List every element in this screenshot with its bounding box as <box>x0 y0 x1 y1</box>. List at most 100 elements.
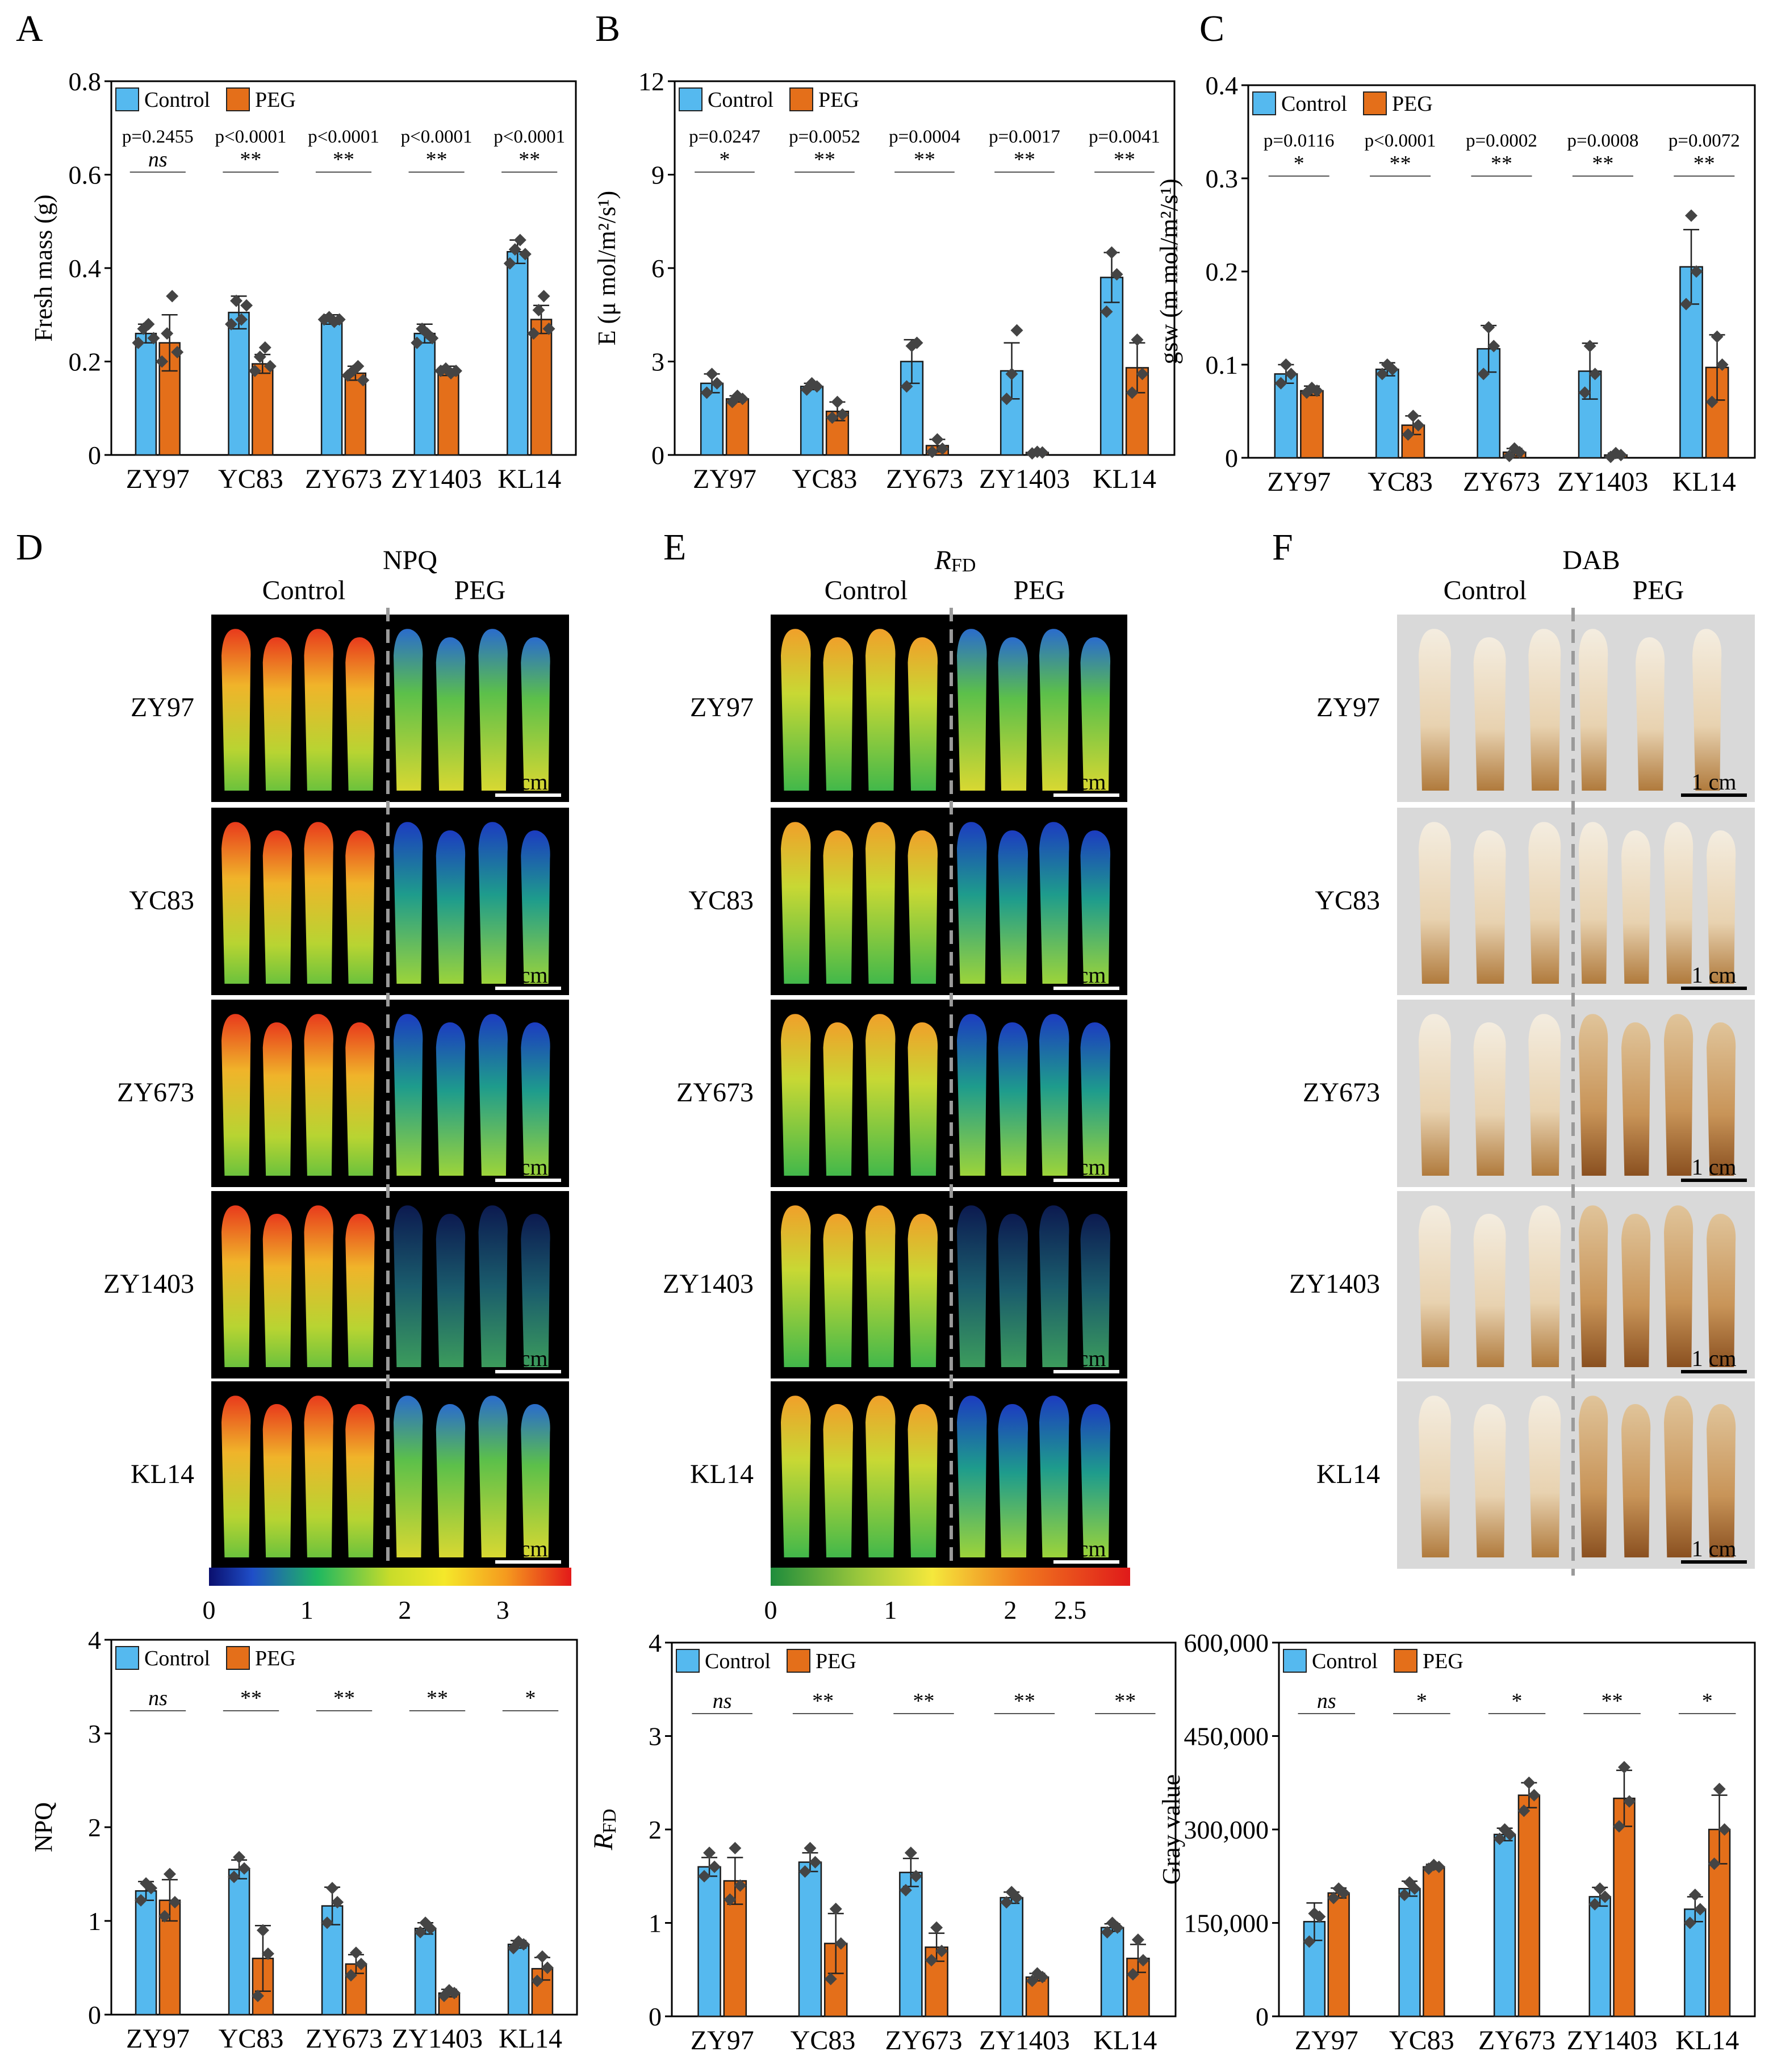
x-tick-label: YC83 <box>219 2024 284 2054</box>
legend-swatch-peg <box>1394 1649 1417 1673</box>
bar-control <box>135 332 157 456</box>
leaf-peg <box>998 830 1028 984</box>
bar-control <box>1493 1833 1516 2017</box>
y-tick-label: 12 <box>638 67 664 96</box>
x-tick-label: KL14 <box>1672 467 1736 497</box>
data-point-control <box>810 380 823 393</box>
data-point-peg <box>156 355 169 368</box>
leaf-control <box>304 1396 333 1557</box>
significance-label: ** <box>914 148 935 172</box>
data-point-control <box>331 1896 344 1908</box>
scale-bar-label: 1cm <box>1067 769 1106 795</box>
y-tick-label: 450,000 <box>1184 1722 1269 1751</box>
leaf-control <box>262 1213 292 1367</box>
leaf-peg <box>1039 629 1069 791</box>
p-value-label: p=0.0017 <box>989 127 1060 147</box>
bar-control <box>697 1866 721 2017</box>
data-point-peg <box>532 304 545 317</box>
leaf-control <box>1528 1014 1561 1176</box>
data-point-peg <box>734 1879 747 1892</box>
leaf-control <box>908 830 938 984</box>
scale-bar-label: 1cm <box>509 1536 548 1561</box>
colorbar-tick-label: 2 <box>398 1595 411 1624</box>
x-tick-label: ZY673 <box>1463 467 1540 497</box>
leaf-control <box>1473 830 1506 984</box>
x-tick-label: ZY97 <box>126 464 190 494</box>
colorbar-gradient <box>771 1568 1130 1586</box>
significance-label: ** <box>913 1689 935 1713</box>
data-point-peg <box>1711 330 1724 343</box>
data-point-control <box>1599 1890 1612 1903</box>
legend-swatch-control <box>115 1646 139 1670</box>
data-point-control <box>326 1882 339 1895</box>
data-point-control <box>809 1856 822 1869</box>
leaf-control <box>221 629 251 791</box>
data-point-peg <box>1523 1776 1536 1789</box>
leaf-peg <box>478 1396 508 1557</box>
significance-label: ** <box>1014 148 1035 172</box>
data-point-control <box>1105 246 1118 259</box>
legend-label-control: Control <box>144 1647 210 1670</box>
y-tick-label: 9 <box>651 161 664 190</box>
y-tick-label: 0 <box>649 2002 662 2031</box>
row-label: KL14 <box>131 1459 194 1489</box>
data-point-peg <box>171 346 184 359</box>
significance-label: ** <box>812 1689 834 1713</box>
row-label: YC83 <box>129 885 194 916</box>
data-point-peg <box>834 1937 847 1950</box>
leaf-peg <box>998 1403 1028 1557</box>
leaf-control <box>1419 1205 1451 1367</box>
data-point-control <box>1303 1935 1316 1948</box>
y-tick-label: 0 <box>1225 444 1238 473</box>
colorbar-tick-label: 2 <box>1004 1595 1017 1624</box>
leaf-control <box>865 1205 896 1367</box>
data-point-control <box>233 1850 246 1864</box>
leaf-control <box>1419 1396 1451 1557</box>
data-point-control <box>230 294 243 307</box>
significance-label: ** <box>240 1686 262 1710</box>
data-point-peg <box>824 1973 837 1986</box>
bar-control <box>320 319 343 456</box>
data-point-control <box>321 1916 334 1929</box>
colorbar-gradient <box>209 1568 571 1586</box>
leaf-peg <box>1579 1205 1608 1367</box>
legend-label-control: Control <box>708 88 773 112</box>
row-label: ZY1403 <box>663 1269 754 1299</box>
data-point-peg <box>1513 446 1526 459</box>
legend-swatch-control <box>115 87 139 111</box>
leaf-control <box>345 1403 375 1557</box>
significance-label: * <box>1294 152 1304 176</box>
leaf-peg <box>957 822 987 984</box>
data-point-control <box>1386 363 1399 376</box>
data-point-peg <box>541 1961 554 1974</box>
dab-col-control: Control <box>1444 575 1527 605</box>
data-point-control <box>710 377 724 390</box>
data-point-control <box>904 1847 917 1860</box>
leaf-peg <box>957 629 987 791</box>
data-point-control <box>240 299 253 312</box>
imaging-panel-e: 1cm ZY97 1cm YC83 1cm ZY673 1cm ZY1403 1cm KL14 <box>663 608 1127 1576</box>
image-row-background <box>1397 1191 1755 1378</box>
leaf-control <box>781 629 811 791</box>
x-tick-label: KL14 <box>499 2024 562 2054</box>
bar-peg <box>252 363 274 456</box>
scale-bar-label: 1 cm <box>1692 1346 1737 1371</box>
legend-swatch-peg <box>226 87 250 111</box>
data-point-peg <box>536 1950 549 1963</box>
significance-label: ** <box>814 148 835 172</box>
x-tick-label: KL14 <box>1675 2025 1739 2056</box>
scale-bar-label: 1cm <box>509 1154 548 1180</box>
leaf-control <box>823 1403 854 1557</box>
row-label: ZY673 <box>1303 1077 1380 1108</box>
x-tick-label: ZY1403 <box>391 464 482 494</box>
colorbar-tick-label: 1 <box>884 1595 897 1624</box>
data-point-peg <box>935 1944 948 1957</box>
npq-image-title: NPQ <box>383 545 437 575</box>
leaf-control <box>345 1022 375 1176</box>
data-point-control <box>235 313 248 326</box>
data-point-peg <box>253 350 266 364</box>
data-point-peg <box>542 322 555 335</box>
leaf-peg <box>1636 637 1665 791</box>
colorbar-tick-label: 1 <box>300 1595 313 1624</box>
